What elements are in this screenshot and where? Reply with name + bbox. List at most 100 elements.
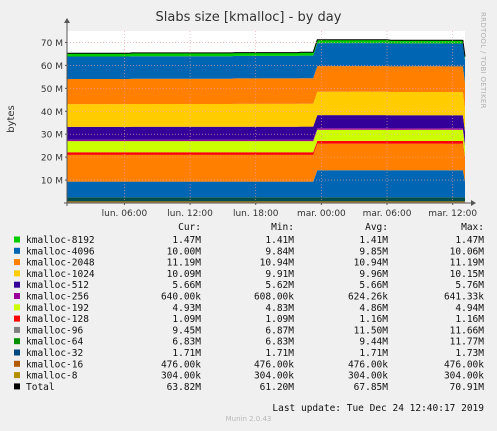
legend-avg: 1.41M	[359, 235, 388, 246]
legend-cur: 10.00M	[167, 246, 202, 257]
legend-avg: 67.85M	[354, 382, 389, 393]
legend-cur: 1.47M	[172, 235, 201, 246]
legend-max: 11.77M	[450, 337, 485, 348]
legend-avg: 9.85M	[359, 246, 388, 257]
legend-avg: 4.86M	[359, 303, 388, 314]
legend-min: 476.00k	[254, 359, 294, 370]
y-tick-label: 40 M	[41, 108, 63, 118]
legend-cur: 9.45M	[172, 325, 201, 336]
legend-avg: 624.26k	[348, 292, 388, 303]
x-tick-label: lun. 12:00	[167, 209, 213, 219]
legend-name: kmalloc-8	[26, 371, 78, 382]
legend-header: Cur:	[178, 222, 201, 233]
legend-name: kmalloc-32	[26, 348, 83, 359]
legend-min: 61.20M	[260, 382, 295, 393]
legend-name: kmalloc-256	[26, 292, 89, 303]
legend-swatch	[14, 338, 20, 345]
legend-min: 1.41M	[265, 235, 294, 246]
area-kmalloc-128	[67, 140, 465, 160]
x-tick-label: lun. 06:00	[102, 209, 148, 219]
legend-avg: 11.50M	[354, 325, 389, 336]
legend-avg: 9.96M	[359, 269, 388, 280]
legend-min: 4.83M	[265, 303, 294, 314]
legend-name: kmalloc-128	[26, 314, 89, 325]
legend-min: 608.00k	[254, 292, 294, 303]
legend-cur: 4.93M	[172, 303, 201, 314]
x-tick-label: lun. 18:00	[233, 209, 279, 219]
stacked-areas	[67, 39, 466, 203]
legend-max: 1.47M	[455, 235, 484, 246]
legend-max: 11.19M	[450, 258, 485, 269]
legend-swatch	[14, 259, 20, 266]
legend-cur: 1.09M	[172, 314, 201, 325]
legend-max: 5.76M	[455, 280, 484, 291]
legend-name: kmalloc-1024	[26, 269, 95, 280]
legend-name: kmalloc-192	[26, 303, 89, 314]
legend-min: 10.94M	[260, 258, 295, 269]
last-update: Last update: Tue Dec 24 12:40:17 2019	[272, 403, 484, 414]
legend-swatch	[14, 304, 20, 311]
area-kmalloc-64	[67, 170, 465, 198]
y-axis-arrow	[64, 18, 70, 23]
x-tick-label: mar. 06:00	[363, 209, 412, 219]
legend-swatch	[14, 326, 20, 333]
legend-cur: 640.00k	[161, 292, 201, 303]
area-kmalloc-512	[67, 115, 465, 145]
legend-avg: 476.00k	[348, 359, 388, 370]
total-line	[67, 39, 466, 57]
legend-max: 1.16M	[455, 314, 484, 325]
legend-max: 10.06M	[450, 246, 485, 257]
legend-min: 5.62M	[265, 280, 294, 291]
legend-swatch	[14, 383, 20, 390]
legend-min: 6.87M	[265, 325, 294, 336]
area-kmalloc-16	[67, 201, 465, 203]
legend-swatch	[14, 349, 20, 356]
area-kmalloc-4096	[67, 43, 465, 83]
rrdtool-credit: RRDTOOL / TOBI OETIKER	[479, 12, 487, 109]
legend-min: 1.09M	[265, 314, 294, 325]
legend-max: 4.94M	[455, 303, 484, 314]
legend-max: 641.33k	[444, 292, 484, 303]
legend-cur: 63.82M	[167, 382, 202, 393]
legend-swatch	[14, 315, 20, 322]
legend-max: 304.00k	[444, 371, 484, 382]
legend-cur: 1.71M	[172, 348, 201, 359]
legend-cur: 6.83M	[172, 337, 201, 348]
legend-cur: 5.66M	[172, 280, 201, 291]
legend-avg: 9.44M	[359, 337, 388, 348]
legend-avg: 5.66M	[359, 280, 388, 291]
legend-name: kmalloc-2048	[26, 258, 95, 269]
legend-min: 6.83M	[265, 337, 294, 348]
legend-min: 304.00k	[254, 371, 294, 382]
legend-name: kmalloc-512	[26, 280, 89, 291]
legend-min: 9.91M	[265, 269, 294, 280]
legend-swatch	[14, 247, 20, 254]
legend-max: 10.15M	[450, 269, 485, 280]
legend-name: kmalloc-16	[26, 359, 83, 370]
legend: Cur: Min: Avg: Max: kmalloc-8192 1.47M 1.41M 1.…	[14, 222, 484, 414]
legend-swatch	[14, 360, 20, 367]
legend-swatch	[14, 293, 20, 299]
munin-version: Munin 2.0.43	[225, 415, 272, 423]
x-tick-label: mar. 00:00	[297, 209, 346, 219]
y-tick-label: 30 M	[41, 131, 63, 141]
legend-header: Avg:	[365, 222, 388, 233]
legend-max: 1.73M	[455, 348, 484, 359]
legend-name: kmalloc-4096	[26, 246, 95, 257]
legend-min: 1.71M	[265, 348, 294, 359]
legend-max: 11.66M	[450, 325, 485, 336]
legend-max: 70.91M	[450, 382, 485, 393]
legend-cur: 11.19M	[167, 258, 202, 269]
y-tick-label: 70 M	[41, 39, 63, 49]
axes: 10 M 20 M 30 M 40 M 50 M 60 M 70 M lun. 06:00 lu…	[6, 18, 477, 219]
y-tick-label: 60 M	[41, 62, 63, 72]
area-kmalloc-8192	[67, 39, 465, 60]
legend-name: kmalloc-64	[26, 337, 83, 348]
legend-swatch	[14, 270, 20, 277]
grid-lines	[67, 31, 465, 203]
area-kmalloc-32	[67, 197, 465, 202]
legend-swatch	[14, 372, 20, 379]
legend-avg: 10.94M	[354, 258, 389, 269]
x-axis-arrow	[471, 200, 476, 206]
